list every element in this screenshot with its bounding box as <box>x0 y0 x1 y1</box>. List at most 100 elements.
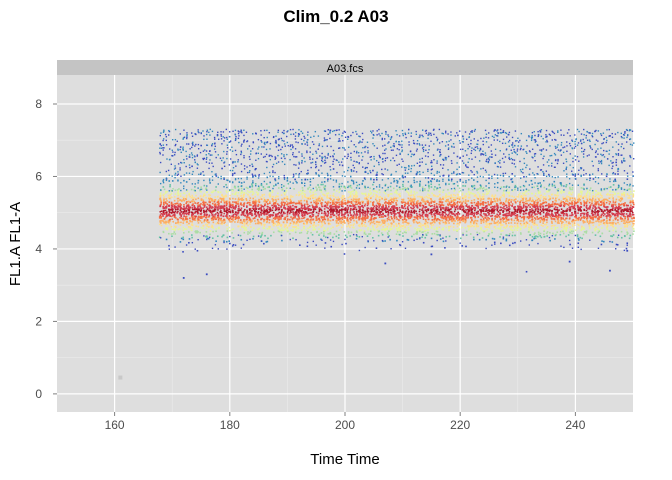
event-point <box>413 211 416 213</box>
event-point <box>471 204 473 207</box>
event-point <box>248 199 251 202</box>
event-point <box>446 209 449 212</box>
event-point <box>546 227 548 229</box>
event-point <box>396 230 399 233</box>
event-point <box>329 201 332 204</box>
event-point <box>507 218 510 221</box>
event-point <box>402 180 405 183</box>
event-point <box>484 213 487 215</box>
event-point <box>169 194 171 196</box>
event-point <box>373 205 376 208</box>
event-point <box>177 220 179 223</box>
event-point <box>344 234 347 237</box>
event-point <box>400 201 403 203</box>
event-point <box>204 194 206 196</box>
event-point <box>193 208 196 211</box>
event-point <box>223 218 225 221</box>
event-point <box>456 217 459 219</box>
event-point <box>481 197 484 199</box>
event-point <box>330 198 332 201</box>
event-point <box>566 200 569 203</box>
event-point <box>537 226 539 229</box>
event-point <box>257 200 260 202</box>
event-point <box>573 222 576 224</box>
event-point <box>367 194 370 196</box>
event-point <box>371 207 373 210</box>
event-point <box>251 183 253 185</box>
event-point <box>190 224 193 226</box>
event-point <box>217 216 220 218</box>
event-point <box>178 205 180 208</box>
event-point <box>191 165 193 168</box>
event-point <box>395 228 398 230</box>
event-point <box>421 196 424 198</box>
event-point <box>540 218 543 220</box>
event-point <box>291 207 294 210</box>
event-point <box>569 243 571 246</box>
event-point <box>305 220 308 223</box>
event-point <box>268 227 271 230</box>
event-point <box>225 207 228 210</box>
event-point <box>183 179 185 182</box>
event-point <box>536 207 539 210</box>
event-point <box>565 221 568 223</box>
event-point <box>204 201 207 204</box>
event-point <box>333 198 335 201</box>
event-point <box>318 207 320 210</box>
event-point <box>569 214 571 217</box>
event-point <box>490 202 492 205</box>
event-point <box>188 211 190 214</box>
event-point <box>264 223 266 226</box>
event-point <box>314 190 317 192</box>
event-point <box>370 192 373 194</box>
event-point <box>225 240 228 243</box>
event-point <box>247 224 249 227</box>
event-point <box>577 200 580 203</box>
event-point <box>500 209 503 211</box>
event-point <box>452 218 455 221</box>
event-point <box>565 214 568 216</box>
event-point <box>185 221 188 224</box>
event-point <box>461 194 464 196</box>
event-point <box>552 224 554 227</box>
event-point <box>547 190 550 193</box>
event-point <box>378 205 381 208</box>
event-point <box>216 196 219 198</box>
event-point <box>316 188 318 190</box>
event-point <box>284 223 286 226</box>
event-point <box>482 217 485 220</box>
event-point <box>399 188 401 190</box>
event-point <box>372 201 375 203</box>
event-point <box>323 221 326 223</box>
event-point <box>245 186 248 189</box>
event-point <box>436 227 439 230</box>
event-point <box>263 223 265 226</box>
event-point <box>217 222 220 225</box>
event-point <box>448 208 451 211</box>
event-point <box>246 190 249 192</box>
event-point <box>382 216 384 218</box>
event-point <box>467 188 470 191</box>
event-point <box>520 220 522 222</box>
event-point <box>181 200 183 202</box>
event-point <box>177 228 180 231</box>
event-point <box>520 223 523 226</box>
event-point <box>435 205 438 208</box>
event-point <box>343 208 346 211</box>
event-point <box>232 213 235 216</box>
event-point <box>516 224 519 226</box>
event-point <box>570 214 573 217</box>
event-point <box>487 197 489 200</box>
event-point <box>311 204 314 207</box>
event-point <box>392 187 395 190</box>
event-point <box>578 197 581 200</box>
event-point <box>577 219 579 222</box>
event-point <box>464 199 467 201</box>
event-point <box>428 187 431 190</box>
event-point <box>456 197 459 200</box>
event-point <box>516 225 519 228</box>
event-point <box>337 211 340 213</box>
event-point <box>438 190 441 193</box>
event-point <box>533 222 536 224</box>
event-point <box>373 229 376 231</box>
